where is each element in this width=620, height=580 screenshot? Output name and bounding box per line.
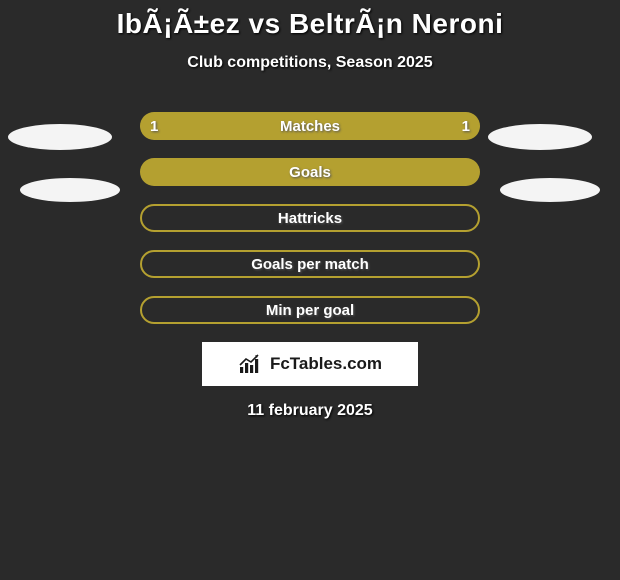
date-label: 11 february 2025 <box>0 402 620 420</box>
stat-bar: Matches 1 1 <box>140 112 480 140</box>
page-title: IbÃ¡Ã±ez vs BeltrÃ¡n Neroni <box>0 8 620 40</box>
stat-value-right: 1 <box>462 118 470 135</box>
stat-row: Min per goal <box>0 296 620 324</box>
player-photo-placeholder <box>8 124 112 150</box>
stat-value-left: 1 <box>150 118 158 135</box>
stat-label: Goals per match <box>251 256 369 273</box>
logo-text: FcTables.com <box>270 354 382 374</box>
player-photo-placeholder <box>488 124 592 150</box>
stat-label: Hattricks <box>278 210 342 227</box>
stat-label: Goals <box>289 164 331 181</box>
stat-bar: Hattricks <box>140 204 480 232</box>
stat-bar: Min per goal <box>140 296 480 324</box>
source-logo: FcTables.com <box>202 342 418 386</box>
player-photo-placeholder <box>500 178 600 202</box>
chart-icon <box>238 353 264 375</box>
comparison-card: IbÃ¡Ã±ez vs BeltrÃ¡n Neroni Club competi… <box>0 0 620 420</box>
stat-bar: Goals <box>140 158 480 186</box>
stat-row: Hattricks <box>0 204 620 232</box>
player-photo-placeholder <box>20 178 120 202</box>
stat-bar: Goals per match <box>140 250 480 278</box>
stat-label: Matches <box>280 118 340 135</box>
stat-label: Min per goal <box>266 302 354 319</box>
subtitle: Club competitions, Season 2025 <box>0 54 620 72</box>
stat-row: Goals per match <box>0 250 620 278</box>
